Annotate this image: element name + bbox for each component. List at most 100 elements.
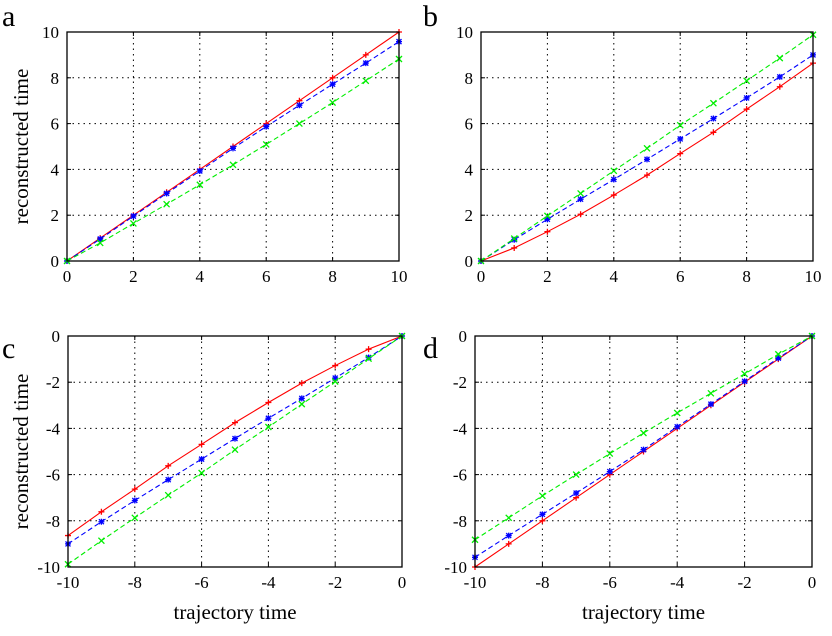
data-point-green — [709, 99, 717, 107]
marker-green — [196, 181, 204, 189]
x-tick-label: -10 — [464, 573, 487, 592]
data-point-blue — [539, 511, 546, 518]
data-point-red — [232, 419, 238, 426]
marker-red — [544, 228, 551, 235]
data-point-blue — [573, 490, 580, 497]
data-point-red — [265, 399, 272, 406]
marker-red — [365, 346, 372, 353]
data-point-blue — [163, 190, 170, 197]
data-point-green — [129, 219, 137, 227]
marker-blue — [198, 456, 205, 463]
data-point-red — [776, 83, 783, 90]
data-point-red — [131, 486, 138, 493]
y-tick-label: -8 — [46, 512, 60, 531]
x-tick-label: 8 — [328, 267, 337, 286]
panel-label: c — [2, 332, 15, 365]
marker-green — [577, 189, 585, 197]
subplot-a: 00 2 2 4 4 6 6 8 8 10 10 a reconstructed time — [2, 0, 408, 286]
marker-blue — [263, 123, 270, 130]
marker-blue — [329, 81, 336, 88]
data-point-green — [331, 378, 339, 385]
data-point-green — [264, 423, 272, 431]
x-tick-label: 2 — [543, 267, 552, 286]
data-point-red — [677, 150, 684, 157]
marker-blue — [230, 145, 236, 152]
data-point-green — [510, 235, 518, 243]
data-point-green — [776, 54, 784, 62]
y-tick-label: -6 — [453, 466, 467, 485]
marker-red — [332, 362, 339, 369]
marker-green — [776, 54, 784, 62]
marker-blue — [298, 395, 305, 402]
data-point-blue — [577, 196, 584, 203]
y-tick-label: 10 — [456, 23, 473, 42]
marker-red — [577, 211, 584, 218]
x-tick-label: 4 — [196, 267, 205, 286]
marker-green — [538, 492, 546, 500]
data-point-red — [743, 106, 750, 113]
data-point-blue — [741, 378, 748, 385]
data-point-green — [741, 370, 749, 378]
marker-green — [743, 77, 751, 85]
data-point-blue — [674, 423, 681, 430]
marker-blue — [196, 168, 203, 175]
data-point-blue — [644, 156, 650, 163]
marker-green — [505, 514, 513, 522]
data-point-blue — [329, 81, 336, 88]
y-tick-label: 0 — [465, 252, 474, 271]
y-tick-label: 6 — [51, 115, 60, 134]
x-tick-label: 8 — [742, 267, 751, 286]
data-point-red — [644, 172, 650, 179]
y-tick-label: 0 — [459, 327, 468, 346]
x-tick-label: 0 — [808, 573, 817, 592]
y-tick-label: 4 — [465, 160, 474, 179]
x-tick-label: 0 — [477, 267, 486, 286]
data-point-red — [544, 228, 551, 235]
data-point-green — [295, 120, 303, 128]
panel-label: a — [2, 0, 15, 33]
data-point-green — [606, 450, 614, 458]
marker-blue — [544, 216, 551, 223]
data-point-blue — [131, 497, 138, 504]
series-line-blue — [67, 335, 403, 545]
data-point-red — [610, 192, 617, 199]
y-tick-label: 10 — [42, 23, 59, 42]
marker-blue — [776, 73, 783, 80]
marker-red — [232, 419, 238, 426]
subplot-d: -10-10 -8 -8 -6 -6 -4 -4 -2 -2 0 0 d trajectory time — [423, 327, 816, 624]
x-tick-label: -8 — [128, 573, 142, 592]
marker-green — [572, 471, 580, 479]
y-axis-label: reconstructed time — [9, 69, 33, 225]
data-point-blue — [511, 236, 518, 243]
series-line-green — [66, 58, 400, 262]
data-point-green — [196, 181, 204, 189]
data-point-green — [774, 350, 782, 358]
marker-green — [131, 514, 139, 522]
marker-blue — [163, 190, 170, 197]
data-point-red — [710, 129, 717, 136]
marker-green — [610, 167, 618, 175]
marker-blue — [640, 446, 647, 453]
data-point-green — [329, 99, 337, 106]
series-line-blue — [474, 335, 813, 558]
marker-blue — [710, 115, 717, 122]
marker-green — [365, 355, 373, 363]
data-point-blue — [196, 168, 203, 175]
marker-red — [98, 508, 105, 515]
marker-green — [97, 537, 105, 545]
marker-blue — [131, 497, 138, 504]
marker-red — [131, 486, 138, 493]
marker-blue — [610, 176, 617, 183]
marker-blue — [130, 213, 137, 220]
marker-green — [331, 378, 339, 385]
data-point-blue — [165, 476, 172, 483]
marker-green — [329, 99, 337, 106]
axes-frame — [474, 335, 813, 568]
y-tick-label: -4 — [46, 419, 61, 438]
data-point-blue — [640, 446, 647, 453]
x-tick-label: -2 — [328, 573, 342, 592]
data-point-red — [332, 362, 339, 369]
x-tick-label: -4 — [670, 573, 685, 592]
data-point-blue — [332, 375, 339, 382]
data-point-red — [505, 540, 512, 547]
